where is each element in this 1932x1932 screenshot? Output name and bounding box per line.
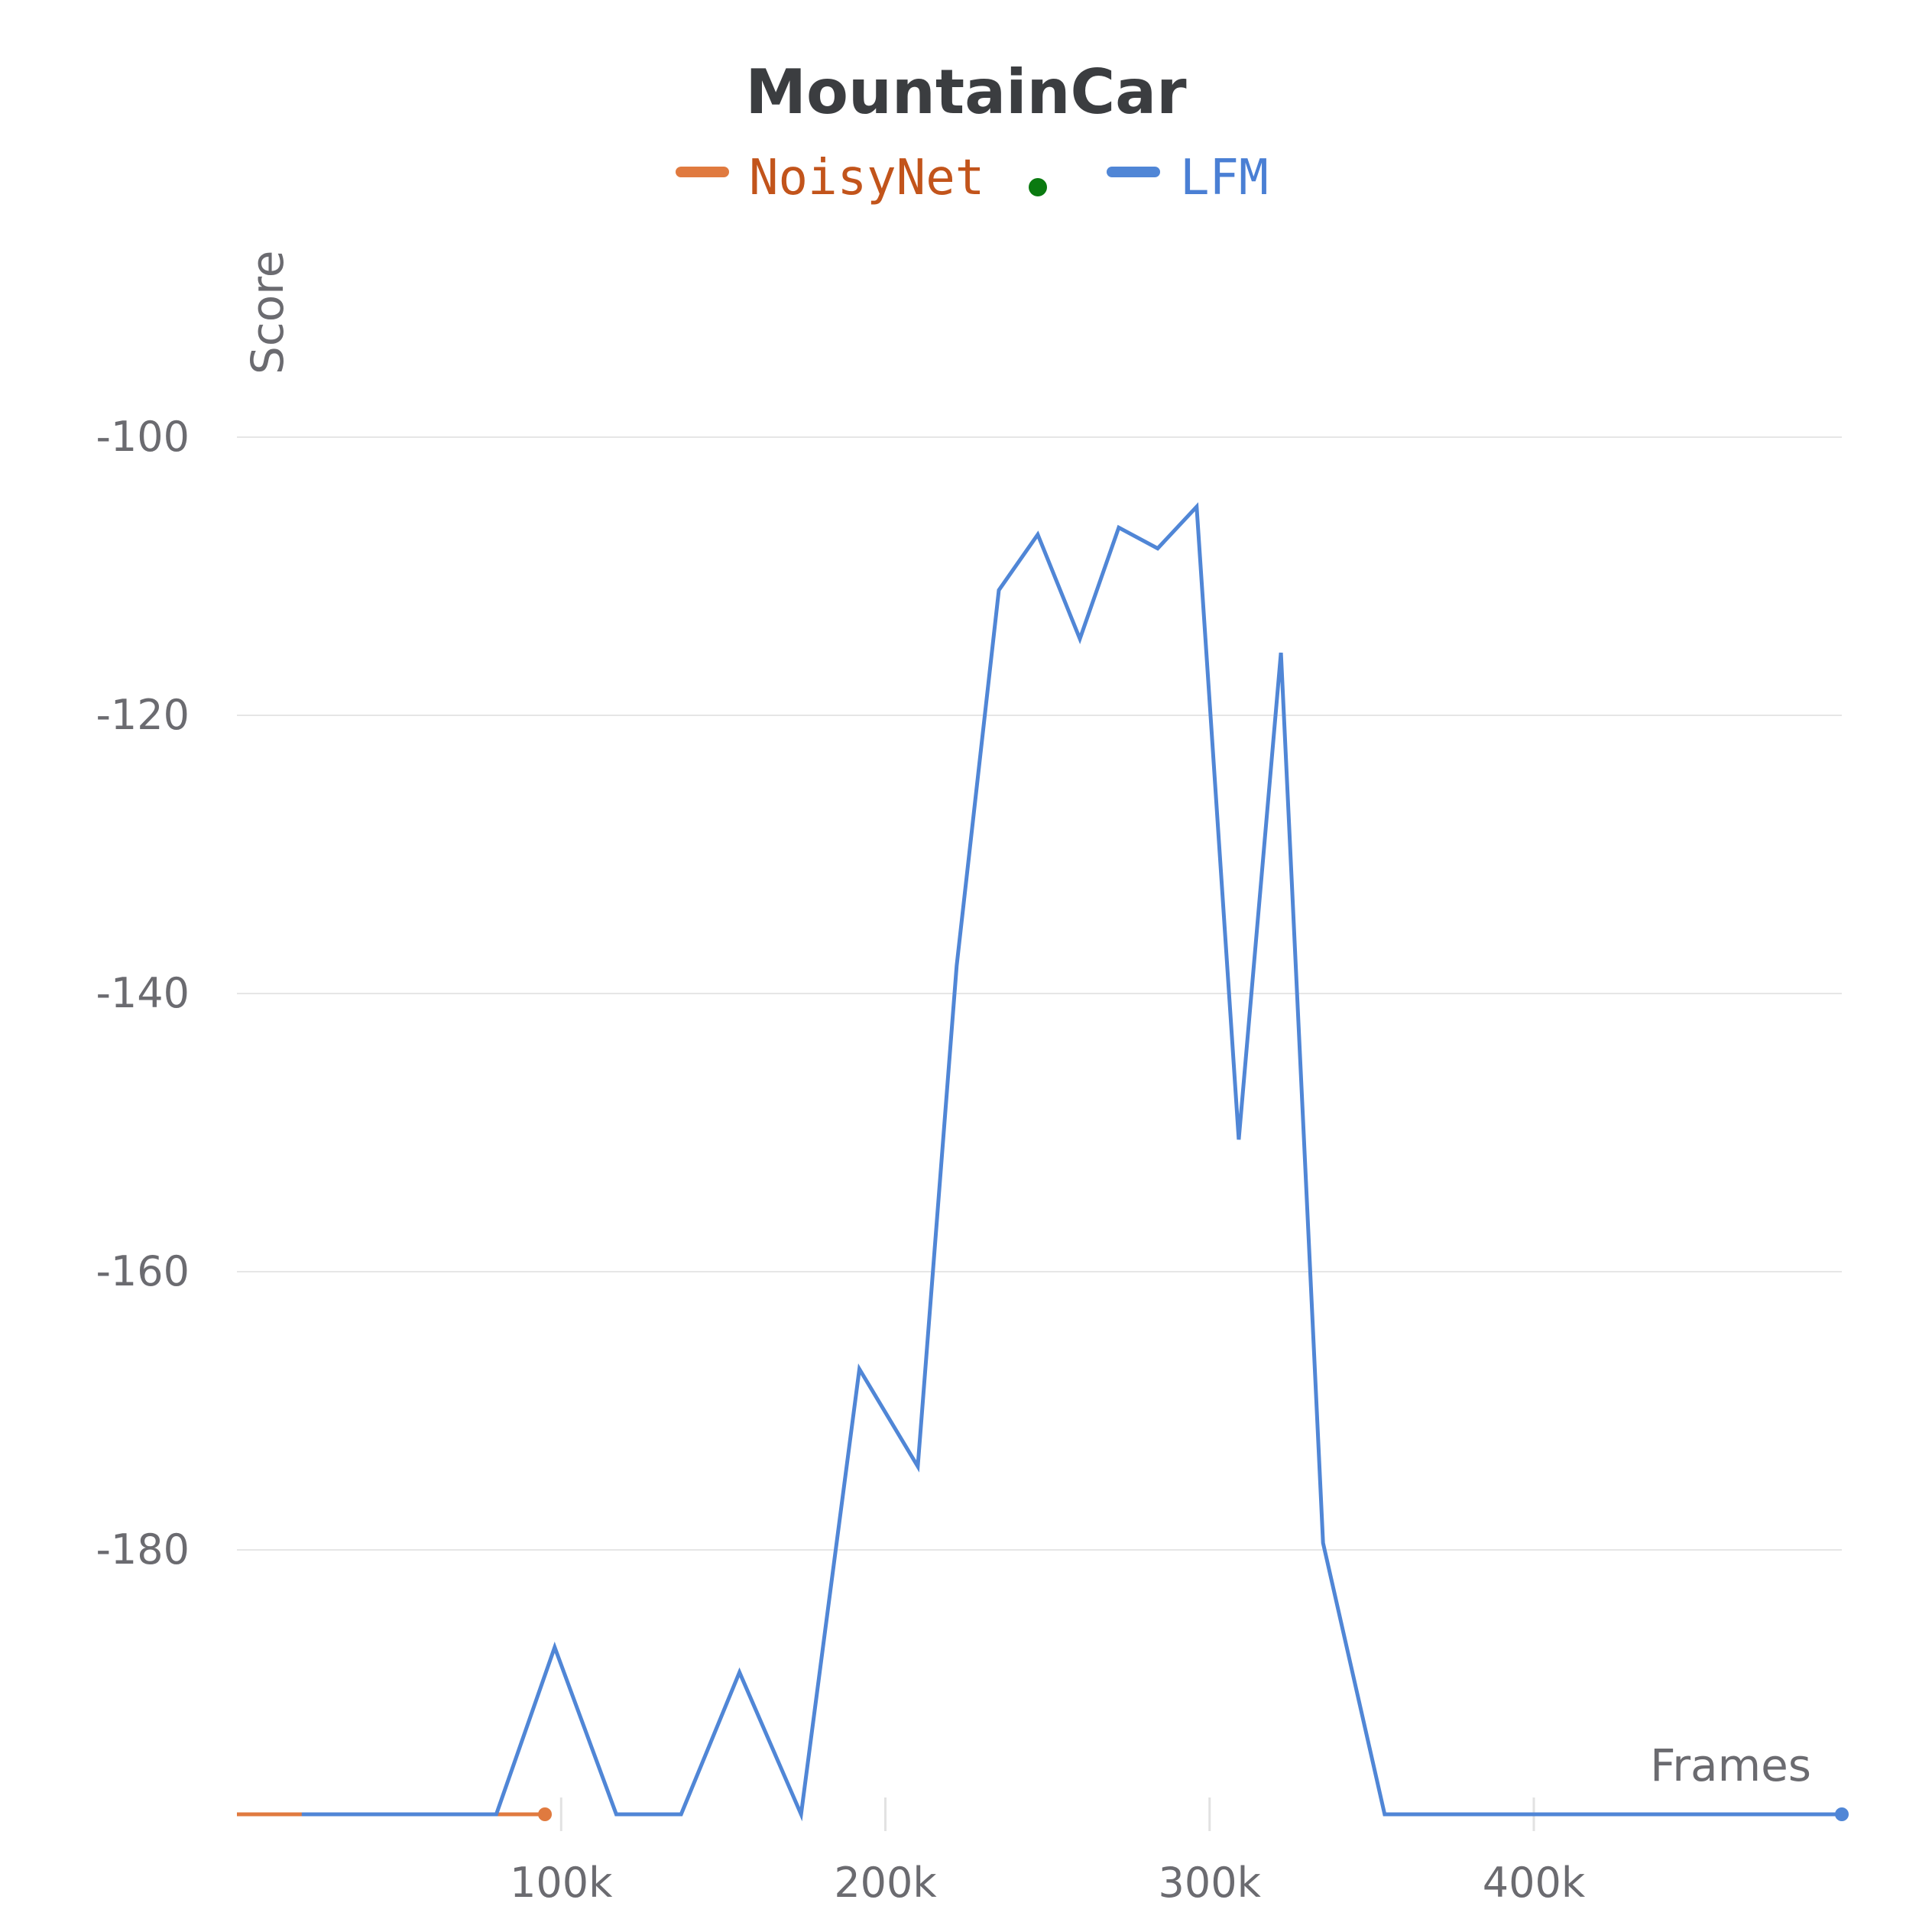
y-tick-label: -140 xyxy=(96,969,190,1017)
series-end-point-noisynet xyxy=(538,1807,553,1821)
x-tick-label: 300k xyxy=(1159,1859,1262,1907)
x-tick-label: 400k xyxy=(1483,1859,1586,1907)
legend-label-lfm[interactable]: LFM xyxy=(1180,150,1269,206)
grid xyxy=(237,436,1842,1831)
x-tick-label: 100k xyxy=(510,1859,613,1907)
y-tick-label: -100 xyxy=(96,413,190,461)
legend-label-noisynet[interactable]: NoisyNet xyxy=(749,150,984,206)
chart-title: MountainCar xyxy=(745,57,1187,128)
series-end-point-lfm xyxy=(1835,1807,1849,1821)
y-tick-label: -120 xyxy=(96,691,190,739)
x-tick-label: 200k xyxy=(834,1859,937,1907)
legend-marker-green xyxy=(1029,178,1047,196)
x-axis: 100k 200k 300k 400k xyxy=(510,1859,1586,1907)
y-axis-label: Score xyxy=(242,251,293,374)
y-tick-label: -180 xyxy=(96,1525,190,1574)
y-axis: -100 -120 -140 -160 -180 xyxy=(96,413,190,1574)
legend: NoisyNet LFM xyxy=(676,150,1269,206)
x-axis-label: Frames xyxy=(1650,1739,1811,1791)
legend-swatch-noisynet xyxy=(676,167,729,177)
series-line-lfm xyxy=(301,502,1842,1822)
series-layer xyxy=(237,502,1849,1822)
y-tick-label: -160 xyxy=(96,1247,190,1295)
legend-swatch-lfm xyxy=(1107,167,1160,177)
